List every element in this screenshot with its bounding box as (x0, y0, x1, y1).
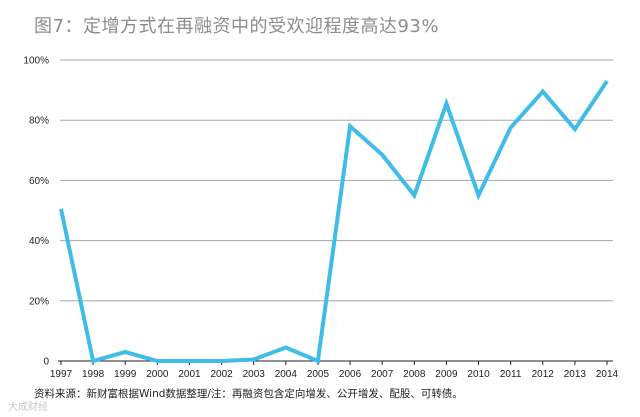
series-line (59, 79, 609, 364)
x-tick-label: 2008 (403, 369, 426, 380)
x-tick-label: 2013 (564, 369, 587, 380)
x-tick-label: 2005 (307, 369, 330, 380)
x-tick-label: 2010 (467, 369, 490, 380)
x-axis-ticks: 1997 1998 1999 2000 2001 2002 2003 2004 2005 2006… (50, 361, 619, 380)
x-tick-label: 2003 (243, 369, 266, 380)
series-line-layer (59, 79, 609, 364)
x-tick-label: 2006 (339, 369, 362, 380)
y-tick-label: 20% (29, 296, 49, 307)
chart-title: 图7：定增方式在再融资中的受欢迎程度高达93% (34, 16, 439, 37)
x-tick-label: 2000 (146, 369, 169, 380)
x-tick-label: 2002 (210, 369, 233, 380)
y-tick-label: 0 (43, 357, 49, 368)
x-tick-label: 1999 (114, 369, 137, 380)
x-tick-label: 2004 (275, 369, 298, 380)
x-tick-label: 2011 (500, 369, 522, 380)
x-tick-label: 2009 (435, 369, 458, 380)
x-tick-label: 1998 (82, 369, 105, 380)
y-tick-label: 60% (29, 176, 49, 187)
x-tick-label: 1997 (50, 369, 73, 380)
x-tick-label: 2007 (371, 369, 394, 380)
y-axis-ticks: 0 20% 40% 60% 80% 100% (23, 56, 49, 368)
y-tick-label: 80% (29, 116, 49, 127)
y-tick-label: 100% (23, 56, 49, 67)
x-tick-label: 2001 (178, 369, 201, 380)
chart-footer: 资料来源：新财富根据Wind数据整理/注：再融资包含定向增发、公开增发、配股、可… (34, 388, 463, 400)
grid-lines (58, 59, 613, 362)
x-tick-label: 2012 (532, 369, 555, 380)
watermark: 大成财经 (8, 402, 48, 413)
x-tick-label: 2014 (596, 369, 619, 380)
y-tick-label: 40% (29, 236, 49, 247)
